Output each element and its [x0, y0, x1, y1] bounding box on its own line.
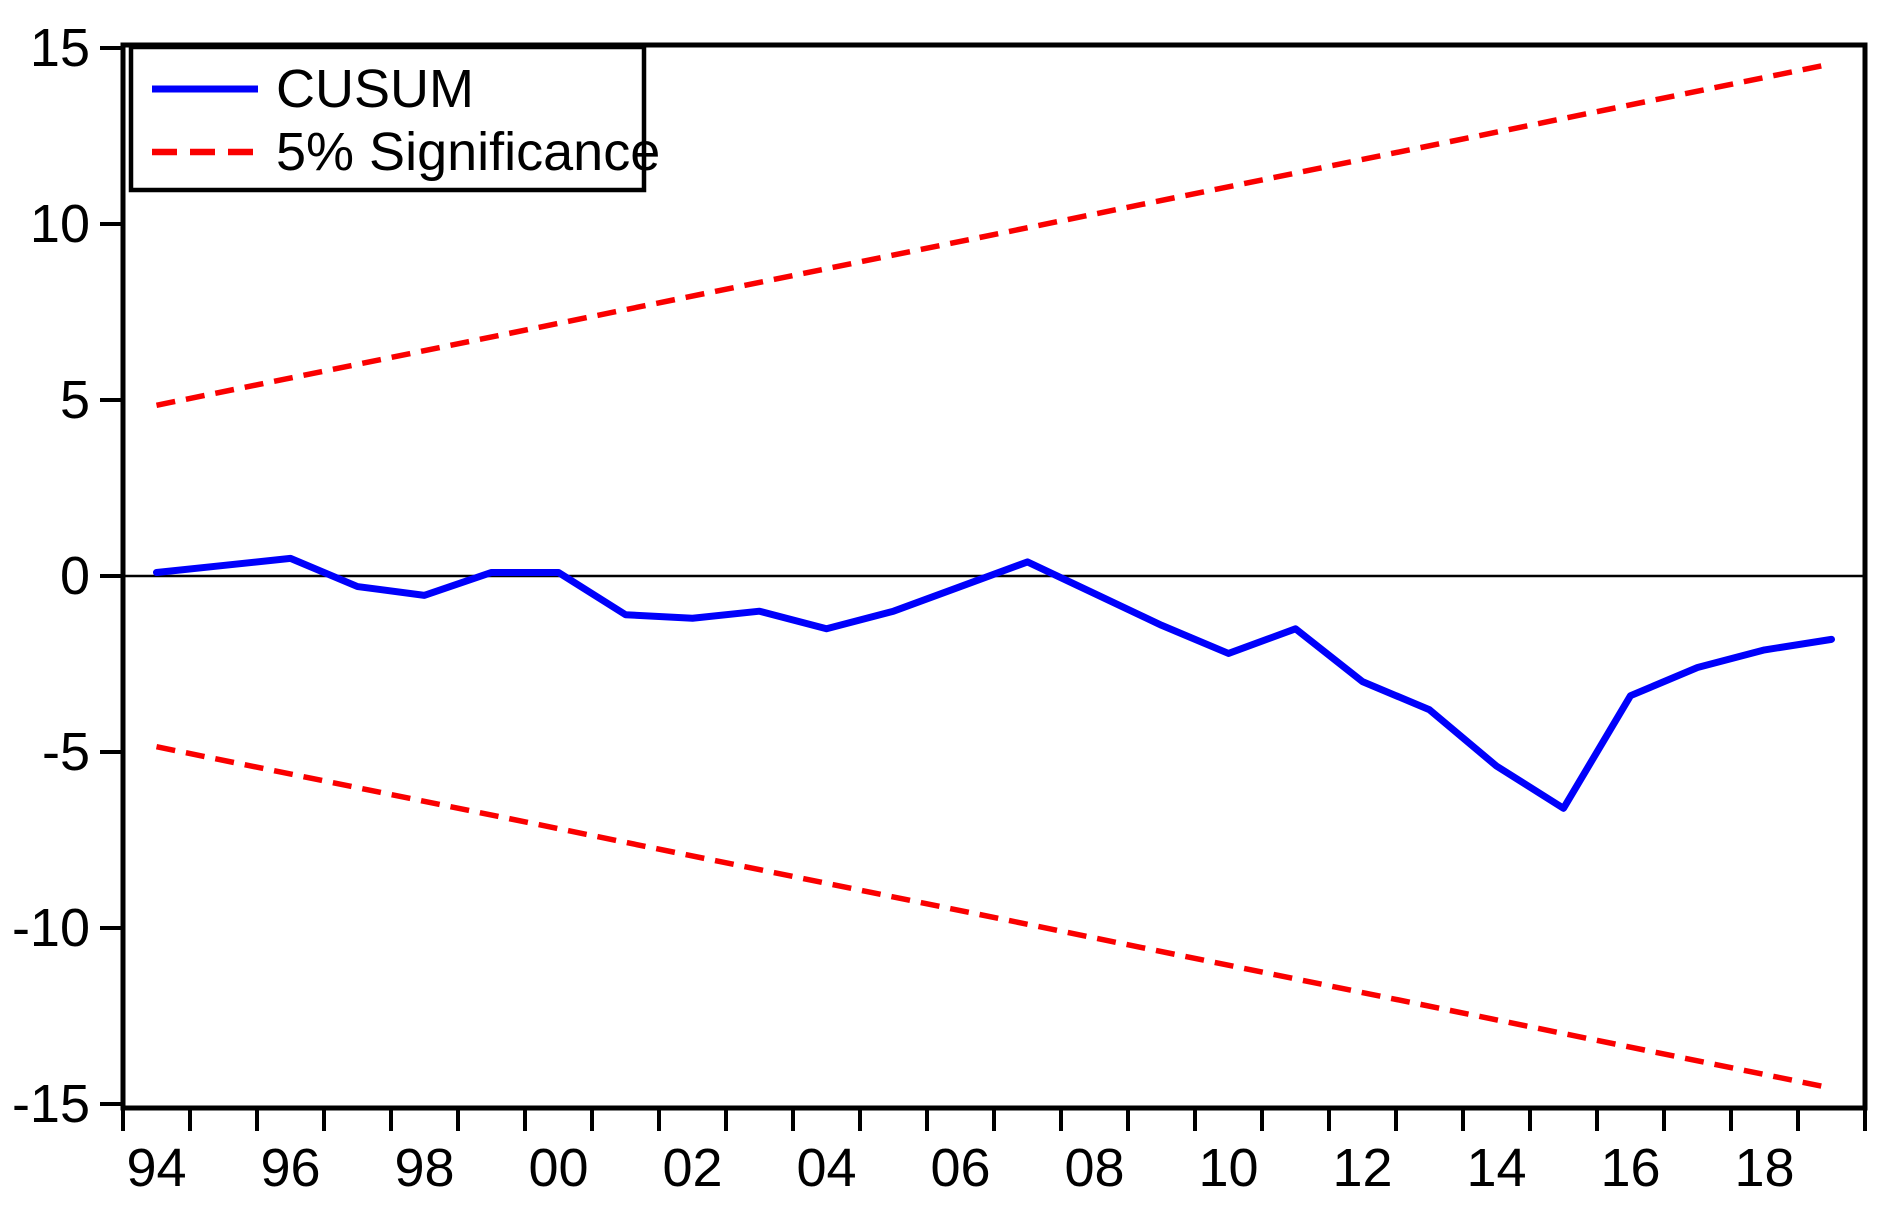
x-tick-label: 14 [1466, 1138, 1526, 1198]
y-tick-label: 10 [30, 194, 90, 254]
x-tick-label: 10 [1198, 1138, 1258, 1198]
significance-upper-line [155, 61, 1833, 408]
legend-label-cusum: CUSUM [276, 59, 474, 119]
x-tick-label: 04 [796, 1138, 856, 1198]
cusum-line [153, 554, 1835, 812]
x-tick-label: 08 [1064, 1138, 1124, 1198]
legend: CUSUM 5% Significance [128, 44, 660, 193]
y-tick-label: 5 [60, 370, 90, 430]
x-tick-label: 18 [1734, 1138, 1794, 1198]
significance-lower-line [155, 744, 1833, 1091]
x-tick-label: 00 [528, 1138, 588, 1198]
y-axis: 15 10 5 0 -5 -10 -15 [12, 18, 123, 1134]
series-lines [153, 61, 1835, 1091]
x-tick-label: 02 [662, 1138, 722, 1198]
x-tick-label: 98 [394, 1138, 454, 1198]
y-tick-label: -15 [12, 1074, 90, 1134]
x-tick-label: 12 [1332, 1138, 1392, 1198]
x-tick-label: 96 [260, 1138, 320, 1198]
x-tick-label: 06 [930, 1138, 990, 1198]
y-tick-label: 15 [30, 18, 90, 78]
legend-label-significance: 5% Significance [276, 122, 660, 182]
y-tick-label: -5 [42, 722, 90, 782]
x-axis: 94 96 98 00 02 04 06 08 10 12 14 16 18 [121, 1108, 1867, 1198]
x-tick-label: 94 [126, 1138, 186, 1198]
x-tick-label: 16 [1600, 1138, 1660, 1198]
legend-box [128, 44, 647, 193]
y-tick-label: -10 [12, 898, 90, 958]
y-tick-label: 0 [60, 546, 90, 606]
